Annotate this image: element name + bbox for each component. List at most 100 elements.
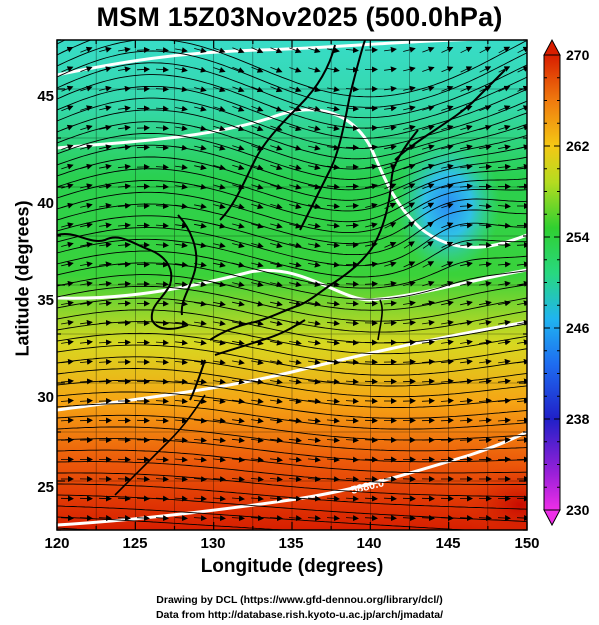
wind-vector: [80, 202, 93, 209]
wind-vector: [516, 436, 527, 443]
wind-vector: [289, 378, 302, 385]
streamline: [57, 50, 527, 108]
y-tick-label: 25: [37, 479, 54, 496]
wind-vector: [384, 85, 397, 92]
streamline: [57, 144, 527, 191]
wind-vector: [440, 417, 454, 424]
wind-vector: [326, 300, 340, 307]
wind-vector: [99, 163, 112, 170]
wind-vector: [155, 437, 169, 444]
wind-vector: [403, 241, 415, 249]
wind-vector: [117, 183, 131, 190]
wind-vector: [270, 261, 283, 268]
wind-vector: [327, 144, 340, 151]
wind-vector: [307, 515, 321, 522]
wind-vector: [345, 437, 359, 444]
wind-vector: [98, 515, 112, 522]
wind-vector: [384, 124, 397, 131]
wind-vector: [479, 124, 492, 131]
wind-vector: [497, 378, 511, 385]
wind-vector: [136, 495, 150, 502]
wind-vector: [79, 378, 93, 385]
wind-vector: [155, 359, 169, 366]
wind-vector: [251, 281, 264, 288]
wind-vector: [194, 47, 207, 54]
wind-vector: [403, 46, 416, 53]
wind-vector: [60, 358, 74, 365]
wind-vector: [308, 164, 321, 171]
wind-vector: [99, 222, 112, 229]
wind-vector: [459, 222, 473, 229]
wind-vector: [384, 280, 397, 287]
wind-vector: [441, 144, 454, 151]
wind-vector: [250, 456, 264, 463]
wind-vector: [270, 47, 283, 54]
wind-vector: [232, 242, 245, 249]
wind-vector: [345, 456, 359, 463]
wind-vector: [231, 515, 245, 522]
wind-vector: [175, 242, 188, 249]
wind-vector: [155, 339, 169, 346]
wind-vector: [365, 202, 378, 209]
wind-vector: [99, 202, 112, 209]
wind-vector: [213, 320, 226, 327]
wind-vector: [516, 261, 527, 268]
credit-line-drawing: Drawing by DCL (https://www.gfd-dennou.o…: [156, 594, 443, 606]
wind-vector: [232, 281, 245, 288]
wind-vector: [326, 242, 340, 249]
wind-vector: [250, 495, 264, 502]
wind-vector: [270, 320, 283, 327]
wind-vector: [403, 261, 416, 268]
wind-vector: [251, 125, 264, 132]
wind-vector: [174, 281, 188, 288]
wind-vector: [193, 495, 207, 502]
wind-vector: [117, 241, 131, 248]
wind-vector: [98, 280, 112, 287]
wind-vector: [497, 417, 511, 424]
wind-vector: [460, 261, 473, 268]
wind-vector: [479, 105, 492, 112]
streamline: [57, 167, 527, 212]
wind-vector: [213, 359, 226, 366]
wind-vector: [307, 476, 321, 483]
wind-vector: [478, 378, 492, 385]
wind-vector: [155, 86, 169, 93]
wind-vector: [251, 47, 264, 54]
wind-vector: [80, 280, 93, 287]
x-axis-label: Longitude (degrees): [200, 556, 384, 577]
wind-vector: [422, 202, 435, 210]
wind-vector: [213, 378, 226, 385]
wind-vector: [364, 476, 378, 483]
wind-vector: [270, 359, 283, 366]
wind-vector: [402, 358, 416, 365]
wind-vector: [213, 47, 226, 54]
wind-vector: [441, 300, 454, 307]
wind-vector: [251, 222, 264, 229]
wind-vector: [288, 495, 302, 502]
wind-vector: [289, 47, 302, 54]
wind-vector: [118, 105, 131, 112]
wind-vector: [213, 339, 226, 346]
wind-vector: [422, 105, 435, 112]
wind-vector: [403, 183, 416, 190]
chart-title: MSM 15Z03Nov2025 (500.0hPa): [96, 2, 503, 32]
wind-vector: [422, 163, 435, 170]
wind-vector: [232, 164, 245, 171]
y-tick-label: 45: [37, 88, 54, 105]
x-tick-label: 150: [514, 535, 540, 552]
wind-vector: [364, 280, 378, 287]
wind-vector: [441, 183, 454, 190]
wind-vector: [136, 515, 150, 522]
wind-vector: [270, 125, 283, 132]
wind-vector: [232, 106, 245, 112]
wind-vector: [422, 66, 435, 72]
wind-vector: [288, 476, 302, 483]
wind-vector: [326, 515, 340, 522]
wind-vector: [289, 66, 302, 73]
wind-vector: [99, 261, 112, 268]
wind-vector: [345, 281, 359, 288]
wind-vector: [498, 300, 511, 307]
wind-vector: [516, 515, 527, 522]
wind-vector: [155, 417, 169, 424]
